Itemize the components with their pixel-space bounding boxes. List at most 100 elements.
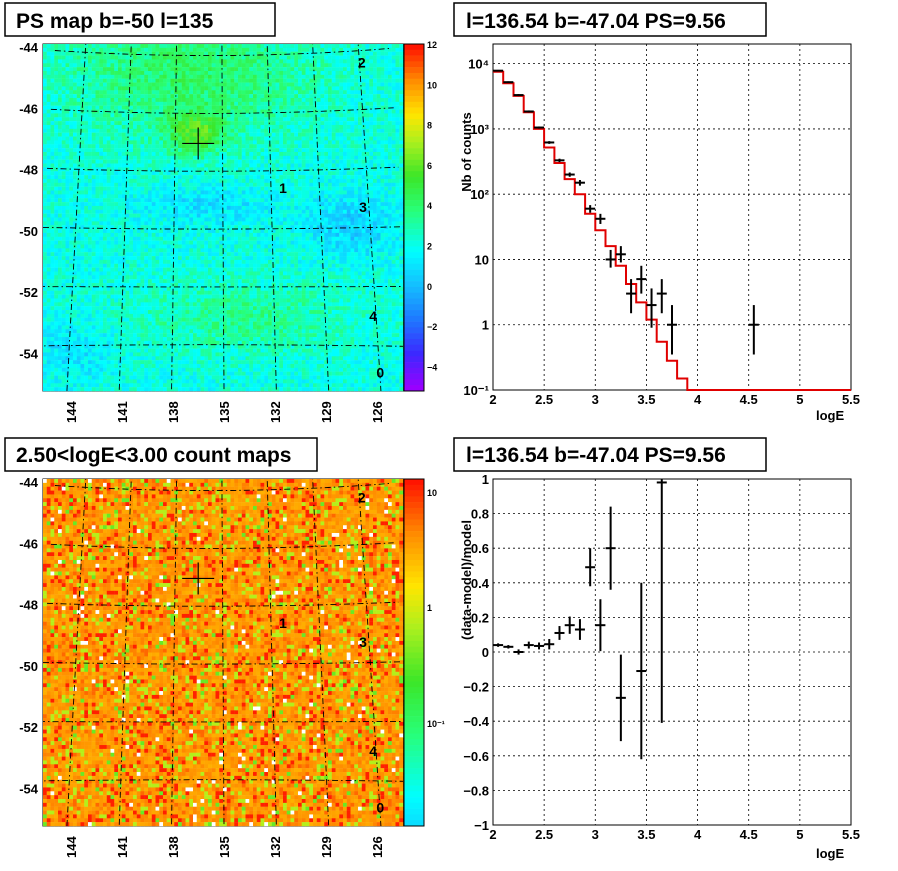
map-cell: [148, 155, 152, 160]
map-cell: [144, 47, 149, 52]
map-cell: [309, 121, 314, 126]
map-cell: [140, 55, 145, 60]
map-cell: [43, 240, 47, 245]
map-cell: [151, 202, 156, 207]
map-cell: [335, 202, 340, 207]
map-cell: [118, 105, 122, 110]
map-cell: [110, 175, 115, 180]
map-cell: [73, 78, 77, 83]
map-cell: [189, 86, 194, 91]
map-cell: [238, 186, 242, 191]
map-cell: [391, 124, 396, 130]
map-cell: [331, 178, 336, 183]
map-cell: [50, 205, 55, 210]
map-cell: [290, 124, 295, 130]
map-cell: [223, 240, 227, 245]
map-cell: [129, 186, 134, 191]
map-cell: [106, 51, 111, 56]
map-cell: [380, 113, 385, 118]
map-cell: [354, 194, 359, 199]
map-cell: [50, 232, 55, 237]
map-cell: [324, 90, 329, 95]
map-cell: [166, 86, 171, 91]
map-cell: [133, 136, 137, 141]
map-cell: [181, 221, 186, 226]
map-cell: [118, 90, 122, 95]
map-cell: [253, 128, 257, 133]
map-cell: [350, 121, 355, 126]
map-cell: [331, 121, 336, 126]
map-cell: [46, 78, 51, 83]
map-cell: [391, 148, 396, 153]
map-cell: [376, 63, 381, 68]
map-cell: [230, 78, 235, 83]
map-cell: [388, 175, 392, 180]
map-cell: [294, 217, 299, 222]
map-cell: [290, 70, 295, 76]
map-cell: [159, 221, 164, 226]
map-cell: [50, 121, 55, 126]
map-cell: [358, 128, 362, 133]
map-cell: [309, 175, 314, 180]
map-cell: [316, 132, 321, 137]
map-cell: [215, 182, 220, 187]
map-cell: [395, 202, 400, 207]
map-cell: [354, 205, 359, 210]
map-cell: [196, 70, 201, 76]
map-cell: [298, 70, 302, 76]
map-cell: [354, 105, 359, 110]
map-cell: [305, 240, 310, 245]
map-cell: [219, 124, 224, 130]
map-cell: [110, 229, 115, 234]
map-cell: [226, 70, 231, 76]
map-cell: [335, 44, 340, 49]
map-cell: [253, 217, 257, 222]
map-cell: [73, 221, 77, 226]
map-cell: [80, 194, 85, 199]
map-cell: [343, 113, 347, 118]
map-cell: [95, 205, 100, 210]
map-cell: [43, 213, 47, 218]
map-cell: [200, 186, 205, 191]
map-cell: [215, 163, 220, 168]
map-cell: [241, 175, 246, 180]
map-cell: [286, 190, 291, 195]
map-cell: [380, 144, 385, 149]
map-cell: [43, 198, 47, 203]
map-cell: [215, 236, 220, 241]
map-cell: [61, 232, 66, 237]
map-cell: [84, 209, 89, 214]
map-cell: [189, 217, 194, 222]
map-cell: [365, 217, 370, 222]
map-cell: [350, 47, 355, 52]
map-cell: [264, 132, 269, 137]
map-cell: [279, 109, 284, 114]
map-cell: [144, 136, 149, 141]
map-cell: [238, 47, 242, 52]
map-cell: [268, 132, 272, 137]
map-cell: [196, 213, 201, 218]
map-cell: [316, 105, 321, 110]
map-cell: [350, 105, 355, 110]
map-cell: [365, 63, 370, 68]
map-cell: [76, 74, 81, 79]
map-cell: [144, 178, 149, 183]
map-cell: [241, 74, 246, 79]
map-cell: [189, 140, 194, 145]
map-cell: [331, 86, 336, 91]
map-cell: [91, 70, 96, 76]
map-cell: [181, 175, 186, 180]
map-cell: [196, 86, 201, 91]
map-cell: [230, 97, 235, 103]
map-cell: [69, 51, 74, 56]
map-cell: [376, 94, 381, 99]
map-cell: [46, 86, 51, 91]
map-cell: [373, 105, 377, 110]
map-cell: [301, 171, 306, 176]
map-cell: [54, 136, 59, 141]
map-cell: [65, 151, 70, 157]
map-cell: [58, 213, 62, 218]
map-cell: [343, 70, 347, 76]
map-cell: [140, 109, 145, 114]
map-cell: [305, 105, 310, 110]
